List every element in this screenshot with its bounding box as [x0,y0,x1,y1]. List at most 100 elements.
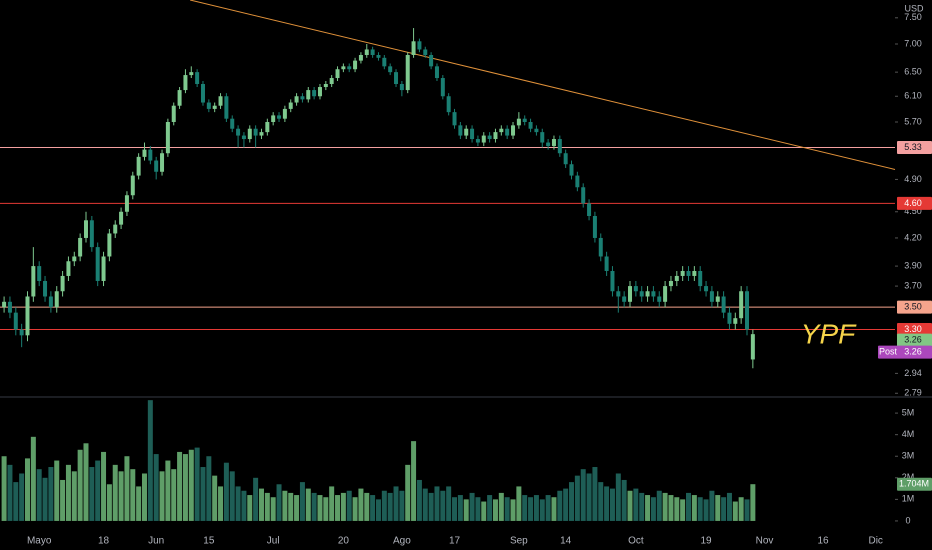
volume-bar [469,492,475,521]
volume-bar [253,477,259,521]
currency: USD [904,3,924,13]
y-tick-label: 4.20 [904,232,922,242]
y-tick-label: 3.70 [904,280,922,290]
candle-body [417,41,422,50]
volume-bar [71,471,77,521]
volume-bar [487,495,493,521]
candle-body [113,224,118,234]
price-badge [897,323,932,337]
volume-bar [633,488,639,521]
y-tick-label: 5.70 [904,116,922,126]
volume-bar [370,495,376,521]
x-tick-label: Jul [267,536,280,547]
price-badge-label: 3.26 [904,347,922,357]
volume-bar [118,471,124,521]
candle-body [434,66,439,79]
candle-body [277,115,282,119]
candle-body [358,55,363,61]
candle-body [505,128,510,136]
volume-bar [674,497,680,521]
candle-body [563,153,568,165]
candle-body [709,291,714,302]
volume-bar [615,473,621,521]
volume-bar [539,499,545,521]
volume-bar [89,467,95,521]
volume-bar [24,458,30,521]
volume-bar [177,451,183,521]
volume-bar [305,488,311,521]
x-tick-label: 17 [449,536,461,547]
candle-body [271,115,276,123]
volume-bar [147,400,153,521]
volume-bar [188,449,194,521]
price-badge-label: 3.26 [904,335,922,345]
candle-body [364,49,369,56]
candle-body [25,296,30,336]
candle-body [704,286,709,292]
volume-bar [299,482,305,521]
volume-bar [609,488,615,521]
candle-body [698,270,703,287]
volume-bar [604,486,610,521]
candle-body [54,291,59,308]
x-tick-label: Dic [868,536,882,547]
volume-bar [375,499,381,521]
volume-badge-label: 1.704M [899,479,929,489]
candle-body [282,108,287,119]
candle-body [511,125,516,136]
candle-body [499,128,504,133]
candle-body [522,118,527,123]
volume-bar [726,492,732,521]
candle-body [31,266,36,297]
candle-body [475,139,480,143]
candle-body [160,153,165,172]
volume-bar [294,495,300,521]
candle-body [218,96,223,106]
volume-bar [381,490,387,521]
x-tick-label: Nov [756,536,774,547]
candle-body [569,164,574,176]
volume-bar [399,490,405,521]
volume-bar [335,495,341,521]
candle-body [265,122,270,133]
volume-bar [580,469,586,521]
candle-body [241,135,246,140]
candle-body [171,105,176,123]
price-badge [897,196,932,210]
x-tick-label: 18 [98,536,110,547]
price-badge [897,140,932,154]
volume-bar [165,460,171,521]
candle-body [516,118,521,126]
volume-bar [282,490,288,521]
candle-body [557,139,562,154]
price-badge-label: 5.33 [904,142,922,152]
candle-body [452,112,457,126]
volume-bar [744,499,750,521]
volume-bar [492,499,498,521]
volume-tick-label: 0 [905,515,910,525]
candle-body [165,122,170,154]
volume-bar [563,488,569,521]
candle-body [733,318,738,324]
candle-body [721,296,726,313]
volume-bar [19,473,25,521]
volume-bar [569,482,575,521]
candle-body [680,270,685,276]
candle-body [317,87,322,97]
candle-body [236,128,241,136]
candle-body [575,175,580,188]
volume-bar [136,486,142,521]
volume-bar [650,497,656,521]
candle-body [370,49,375,56]
volume-bar [621,479,627,521]
candle-body [394,72,399,85]
volume-bar [393,486,399,521]
volume-tick-label: 2M [902,472,915,482]
volume-bar [510,499,516,521]
candle-body [540,132,545,143]
volume-bar [574,475,580,521]
y-tick-label: 2.94 [904,368,922,378]
volume-bar [627,490,633,521]
candle-body [668,280,673,287]
